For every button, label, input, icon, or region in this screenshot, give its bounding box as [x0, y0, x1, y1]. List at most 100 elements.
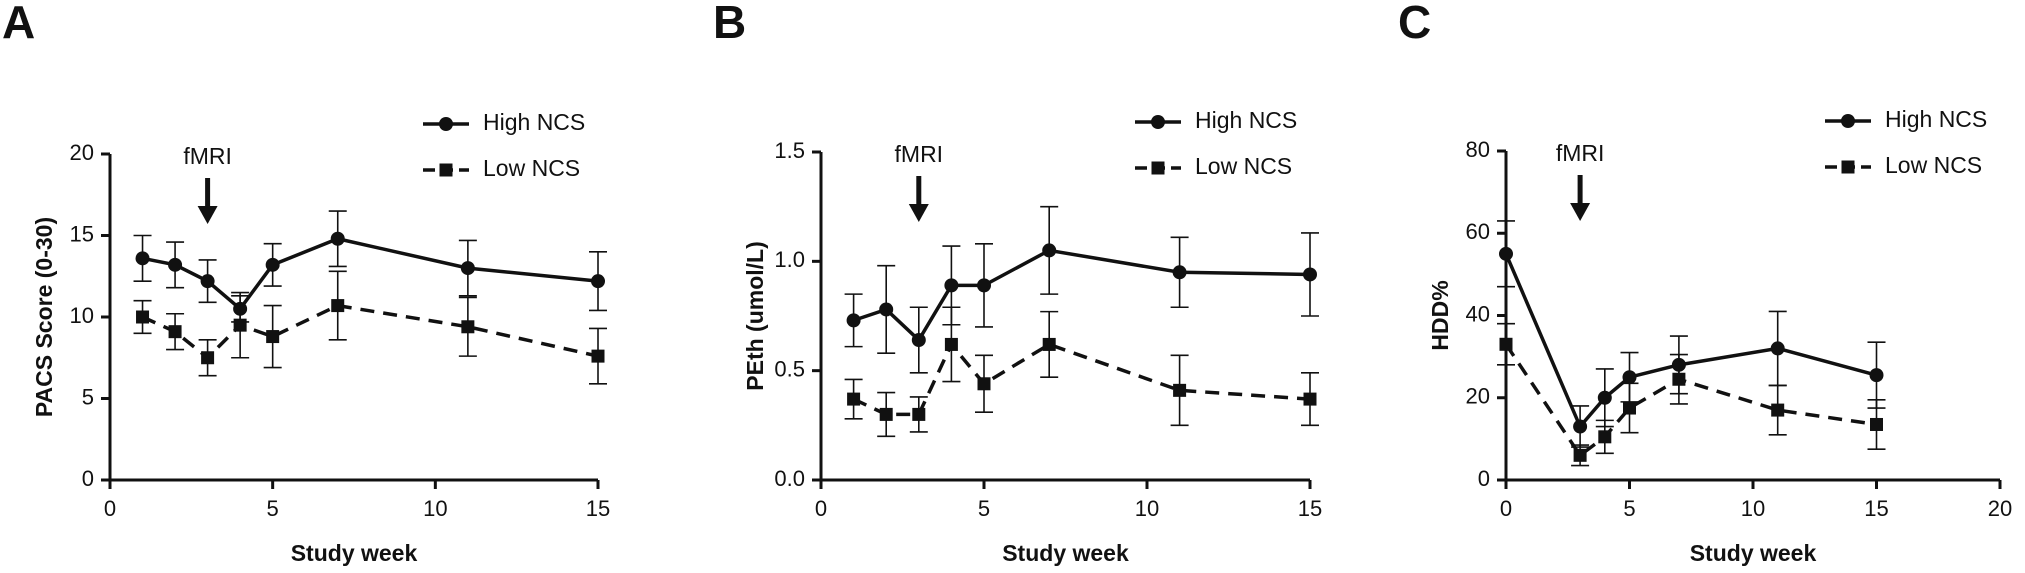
- x-tick-label: 20: [1988, 496, 2012, 521]
- marker: [1573, 419, 1588, 434]
- series-line: [853, 248, 1311, 343]
- legend-marker: [439, 163, 453, 177]
- marker: [1870, 417, 1883, 431]
- marker: [266, 330, 280, 344]
- panel-label: C: [1398, 0, 1431, 48]
- x-axis-title: Study week: [1002, 540, 1129, 566]
- legend-marker: [1841, 160, 1855, 174]
- y-tick-label: 60: [1466, 219, 1490, 244]
- marker: [1042, 243, 1057, 258]
- marker: [136, 310, 150, 324]
- marker: [911, 333, 926, 348]
- marker: [879, 302, 894, 317]
- marker: [879, 407, 893, 421]
- annotation-arrowhead: [1570, 203, 1591, 221]
- y-tick-label: 20: [70, 140, 94, 165]
- x-tick-label: 15: [586, 496, 610, 521]
- series-line: [1504, 253, 1877, 430]
- y-axis-title: PEth (umol/L): [742, 241, 768, 390]
- y-tick-label: 0: [82, 466, 94, 491]
- marker: [1622, 370, 1637, 385]
- annotation-arrowhead: [197, 206, 218, 224]
- legend-label: High NCS: [483, 109, 585, 135]
- marker: [1771, 403, 1785, 417]
- y-tick-label: 0.0: [774, 466, 805, 491]
- marker: [1499, 246, 1513, 261]
- marker: [460, 261, 475, 276]
- legend-label: High NCS: [1885, 106, 1987, 132]
- x-axis-title: Study week: [1690, 540, 1817, 566]
- marker: [135, 251, 150, 266]
- marker: [1869, 368, 1884, 383]
- legend-marker: [1841, 114, 1855, 128]
- marker: [1573, 448, 1587, 462]
- marker: [977, 278, 991, 293]
- marker: [200, 274, 215, 289]
- marker: [591, 349, 605, 363]
- marker: [168, 325, 182, 339]
- marker: [1172, 265, 1187, 280]
- y-tick-label: 0.5: [774, 356, 805, 381]
- marker: [331, 299, 345, 313]
- x-tick-label: 0: [1500, 496, 1512, 521]
- x-tick-label: 10: [423, 496, 447, 521]
- marker: [944, 278, 959, 293]
- annotation: fMRI: [1556, 140, 1605, 166]
- legend-label: Low NCS: [1885, 152, 1982, 178]
- legend-label: Low NCS: [483, 155, 580, 181]
- marker: [944, 337, 958, 351]
- marker: [1499, 337, 1513, 351]
- x-tick-label: 0: [815, 496, 827, 521]
- series-line: [142, 236, 599, 312]
- series-line: [141, 303, 599, 361]
- y-tick-label: 5: [82, 384, 94, 409]
- y-tick-label: 1.5: [774, 138, 805, 163]
- marker: [1598, 430, 1612, 444]
- marker: [201, 351, 215, 365]
- marker: [1303, 392, 1317, 406]
- y-tick-label: 40: [1466, 301, 1490, 326]
- marker: [461, 320, 475, 334]
- x-tick-label: 10: [1741, 496, 1765, 521]
- marker: [1770, 341, 1785, 356]
- marker: [1303, 267, 1317, 282]
- marker: [1042, 337, 1056, 351]
- x-tick-label: 5: [978, 496, 990, 521]
- x-tick-label: 0: [104, 496, 116, 521]
- marker: [1173, 383, 1187, 397]
- legend-marker: [1151, 115, 1165, 129]
- marker: [912, 407, 926, 421]
- panel-label: A: [2, 0, 35, 48]
- annotation-arrowhead: [908, 204, 929, 222]
- x-tick-label: 5: [267, 496, 279, 521]
- marker: [977, 377, 991, 391]
- legend-marker: [439, 117, 453, 131]
- annotation: fMRI: [183, 143, 232, 169]
- y-axis-title: PACS Score (0-30): [31, 217, 57, 417]
- panel-label: B: [713, 0, 746, 48]
- y-axis-title: HDD%: [1427, 280, 1453, 350]
- marker: [1597, 390, 1612, 405]
- marker: [233, 318, 247, 332]
- x-tick-label: 15: [1864, 496, 1888, 521]
- legend-label: High NCS: [1195, 107, 1297, 133]
- x-tick-label: 10: [1135, 496, 1159, 521]
- y-tick-label: 80: [1466, 137, 1490, 162]
- x-tick-label: 5: [1623, 496, 1635, 521]
- y-tick-label: 1.0: [774, 247, 805, 272]
- marker: [1672, 372, 1686, 386]
- x-tick-label: 15: [1298, 496, 1322, 521]
- marker: [168, 257, 183, 272]
- legend-marker: [1151, 161, 1165, 175]
- marker: [330, 231, 345, 246]
- y-tick-label: 10: [70, 303, 94, 328]
- marker: [591, 274, 605, 289]
- y-tick-label: 0: [1478, 466, 1490, 491]
- marker: [265, 257, 280, 272]
- marker: [847, 392, 861, 406]
- annotation: fMRI: [895, 141, 944, 167]
- legend-label: Low NCS: [1195, 153, 1292, 179]
- y-tick-label: 15: [70, 221, 94, 246]
- marker: [1623, 401, 1636, 415]
